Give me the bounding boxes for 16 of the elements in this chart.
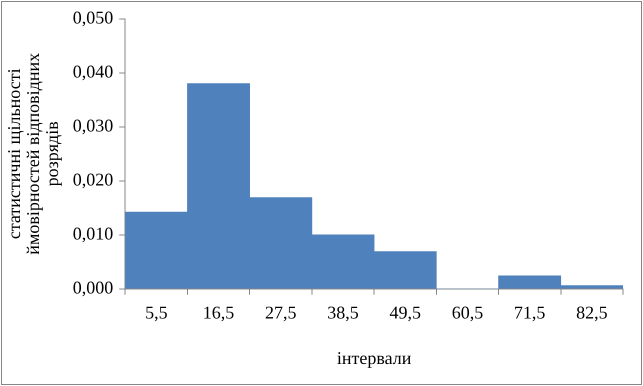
x-tick-label: 82,5	[576, 302, 608, 322]
y-axis-title: статистичні щільності ймовірностей відповідних розрядів	[4, 52, 62, 255]
x-tick-label: 38,5	[327, 302, 359, 322]
y-tick-label: 0,050	[72, 8, 114, 28]
x-tick-label: 49,5	[389, 302, 421, 322]
y-tick-label: 0,000	[72, 278, 114, 298]
x-tick-label: 16,5	[202, 302, 234, 322]
x-tick-label: 71,5	[514, 302, 546, 322]
x-axis-title: інтервали	[336, 348, 412, 368]
y-tick-label: 0,020	[72, 170, 114, 190]
y-tick-label: 0,010	[72, 224, 114, 244]
x-tick-label: 27,5	[265, 302, 297, 322]
x-tick-label: 5,5	[145, 302, 168, 322]
y-tick-label: 0,030	[72, 116, 114, 136]
y-tick-label: 0,040	[72, 62, 114, 82]
x-tick-label: 60,5	[452, 302, 484, 322]
